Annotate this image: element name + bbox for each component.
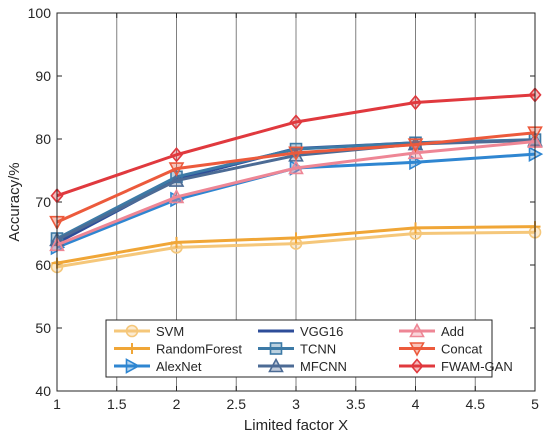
x-tick-label: 2.5 [227, 396, 247, 412]
legend-label: Concat [441, 342, 483, 357]
legend-item: RandomForest [114, 342, 242, 357]
legend-item: Add [399, 322, 464, 339]
series-line [56, 93, 536, 198]
series-randomforest [51, 221, 541, 269]
x-tick-label: 1.5 [107, 396, 127, 412]
series-line [56, 230, 536, 269]
legend-marker [125, 324, 139, 338]
series-add [49, 133, 543, 252]
series-line [56, 138, 536, 242]
data-point [289, 114, 303, 130]
y-tick-label: 80 [35, 131, 51, 147]
legend-marker [126, 343, 138, 354]
x-tick-label: 1 [53, 396, 61, 412]
legend-label: Add [441, 324, 464, 339]
data-point [168, 162, 185, 177]
legend-label: FWAM-GAN [441, 359, 513, 374]
legend: SVM RandomForest AlexNet VGG16 TCNN MFCNN Add C… [105, 319, 513, 378]
legend-item: SVM [114, 324, 184, 339]
data-point [169, 147, 184, 163]
legend-marker [125, 358, 141, 374]
data-point [168, 188, 185, 204]
data-point [170, 170, 183, 184]
series-line [56, 140, 536, 247]
y-tick-label: 70 [35, 194, 51, 210]
x-tick-label: 2 [173, 396, 181, 412]
data-point [407, 138, 424, 153]
legend-marker [269, 342, 283, 355]
x-tick-label: 4.5 [466, 396, 486, 412]
y-tick-label: 90 [35, 68, 51, 84]
legend-item: AlexNet [114, 358, 202, 374]
x-tick-label: 5 [531, 396, 539, 412]
data-point [171, 236, 182, 248]
y-tick-labels: 40 50 60 70 80 90 100 [28, 5, 52, 399]
legend-label: SVM [156, 324, 184, 339]
legend-label: RandomForest [156, 342, 242, 357]
x-tick-label: 4 [412, 396, 420, 412]
legend-item: TCNN [258, 342, 336, 357]
legend-marker [410, 358, 424, 374]
y-axis-label: Accuracy/% [6, 162, 23, 241]
data-point [410, 222, 421, 234]
legend-marker [409, 342, 425, 357]
x-tick-label: 3.5 [346, 396, 366, 412]
y-tick-label: 40 [35, 383, 51, 399]
legend-label: TCNN [300, 342, 336, 357]
x-axis-label: Limited factor X [244, 417, 348, 434]
y-tick-label: 60 [35, 257, 51, 273]
legend-item: Concat [399, 342, 483, 357]
data-point [408, 94, 423, 111]
x-tick-label: 3 [292, 396, 300, 412]
x-tick-labels: 1 1.5 2 2.5 3 3.5 4 4.5 5 [53, 396, 539, 412]
series-line [56, 131, 536, 224]
series-lines [49, 87, 544, 274]
y-tick-label: 50 [35, 320, 51, 336]
legend-item: MFCNN [258, 357, 347, 374]
legend-label: VGG16 [300, 324, 343, 339]
data-point [288, 146, 304, 162]
plot-frame [56, 12, 536, 392]
y-tick-label: 100 [28, 5, 52, 21]
grid [116, 13, 476, 391]
data-point [168, 172, 185, 187]
legend-label: AlexNet [156, 359, 202, 374]
legend-marker [268, 357, 284, 373]
legend-label: MFCNN [300, 359, 347, 374]
data-point [290, 232, 302, 244]
legend-item: VGG16 [258, 324, 343, 339]
legend-marker [409, 322, 425, 338]
data-point [288, 159, 304, 175]
legend-item: FWAM-GAN [399, 358, 513, 374]
